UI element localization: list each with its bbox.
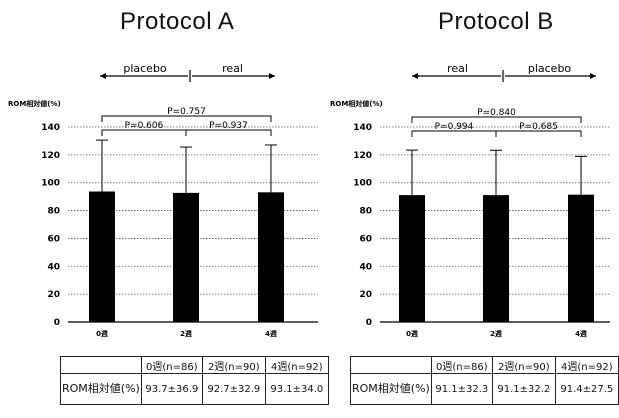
- table-header-week0: 0週(n=86): [140, 356, 203, 374]
- y-tick-label: 40: [359, 262, 372, 272]
- y-axis-label: ROM相対値(%): [330, 99, 383, 108]
- y-tick-label: 120: [41, 151, 60, 161]
- y-axis-label: ROM相対値(%): [8, 99, 61, 108]
- y-tick-label: 0: [366, 318, 372, 328]
- period-label-left: placebo: [123, 62, 167, 75]
- y-tick-label: 80: [47, 207, 60, 217]
- table-cell-week4: 93.1±34.0: [264, 373, 329, 405]
- y-tick-label: 120: [353, 151, 372, 161]
- y-tick-label: 140: [353, 123, 372, 133]
- bar: [89, 191, 115, 322]
- x-tick-label: 2週: [490, 329, 502, 338]
- table-row-label: ROM相対値(%): [350, 373, 432, 405]
- chart-title-protocol-a: Protocol A: [120, 8, 235, 35]
- bar: [258, 192, 284, 322]
- table-corner-cell: [60, 356, 142, 374]
- p-value-label: P=0.994: [435, 122, 474, 132]
- p-value-label: P=0.937: [209, 121, 248, 131]
- table-header-week2: 2週(n=90): [491, 356, 556, 374]
- period-label-left: real: [447, 62, 468, 75]
- period-label-right: placebo: [528, 62, 572, 75]
- x-tick-label: 0週: [406, 329, 418, 338]
- y-tick-label: 140: [41, 123, 60, 133]
- bar: [399, 195, 425, 322]
- comparison-bracket: [101, 115, 272, 122]
- table-header-week4: 4週(n=92): [264, 356, 329, 374]
- x-tick-label: 0週: [96, 329, 108, 338]
- table-header-week4: 4週(n=92): [554, 356, 619, 374]
- x-tick-label: 4週: [265, 329, 277, 338]
- y-tick-label: 20: [47, 290, 60, 300]
- arrowhead: [100, 73, 106, 79]
- comparison-bracket: [411, 116, 582, 123]
- p-value-label: P=0.757: [167, 107, 206, 117]
- arrowhead: [269, 73, 275, 79]
- table-header-week0: 0週(n=86): [430, 356, 493, 374]
- y-tick-label: 60: [359, 234, 372, 244]
- table-cell-week4: 91.4±27.5: [554, 373, 619, 405]
- comparison-bracket: [185, 129, 272, 136]
- table-cell-week0: 91.1±32.3: [430, 373, 493, 405]
- table-header-week2: 2週(n=90): [201, 356, 266, 374]
- p-value-label: P=0.840: [477, 108, 516, 118]
- x-tick-label: 4週: [575, 329, 587, 338]
- bar: [568, 194, 594, 322]
- arrowhead: [590, 73, 596, 79]
- table-cell-week2: 91.1±32.2: [491, 373, 556, 405]
- bar: [173, 192, 199, 322]
- y-tick-label: 40: [47, 262, 60, 272]
- summary-table-protocol-b: 0週(n=86) 2週(n=90) 4週(n=92) ROM相対値(%) 91.…: [350, 356, 619, 405]
- table-cell-week0: 93.7±36.9: [140, 373, 203, 405]
- bar: [483, 195, 509, 322]
- chart-title-protocol-b: Protocol B: [438, 8, 554, 35]
- y-tick-label: 0: [54, 318, 60, 328]
- table-cell-week2: 92.7±32.9: [201, 373, 266, 405]
- p-value-label: P=0.685: [519, 122, 558, 132]
- table-corner-cell: [350, 356, 432, 374]
- y-tick-label: 60: [47, 234, 60, 244]
- p-value-label: P=0.606: [125, 121, 164, 131]
- y-tick-label: 20: [359, 290, 372, 300]
- y-tick-label: 100: [41, 179, 60, 189]
- arrowhead: [412, 73, 418, 79]
- y-tick-label: 80: [359, 207, 372, 217]
- x-tick-label: 2週: [180, 329, 192, 338]
- period-label-right: real: [222, 62, 243, 75]
- summary-table-protocol-a: 0週(n=86) 2週(n=90) 4週(n=92) ROM相対値(%) 93.…: [60, 356, 329, 405]
- y-tick-label: 100: [353, 179, 372, 189]
- comparison-bracket: [495, 130, 582, 137]
- table-row-label: ROM相対値(%): [60, 373, 142, 405]
